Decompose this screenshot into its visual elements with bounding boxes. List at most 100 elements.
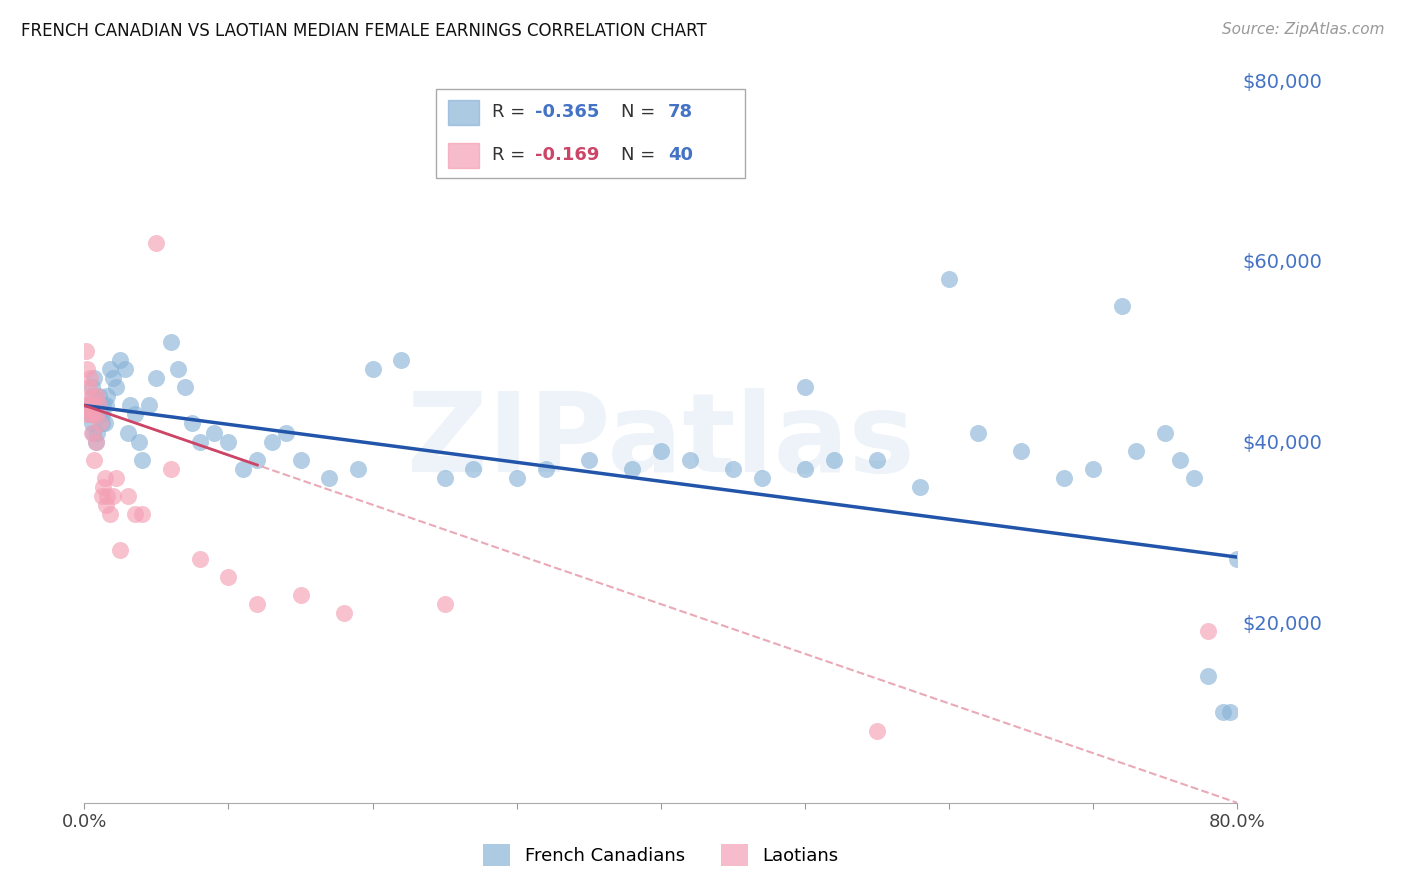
Point <box>188 434 211 449</box>
Text: 78: 78 <box>668 103 693 121</box>
Point <box>188 552 211 566</box>
Point <box>1125 443 1147 458</box>
Point <box>823 452 845 467</box>
Point <box>1198 669 1220 683</box>
Point <box>1111 299 1133 313</box>
Point <box>93 470 115 484</box>
Point <box>79 408 101 422</box>
Point <box>938 272 960 286</box>
Point <box>145 235 167 250</box>
Point <box>721 461 744 475</box>
Point <box>276 425 298 440</box>
Bar <box>449 100 479 125</box>
Point <box>794 380 817 394</box>
Point <box>80 389 103 403</box>
Point <box>160 335 183 350</box>
Point <box>621 461 644 475</box>
Point <box>82 389 104 403</box>
Point <box>79 408 101 422</box>
Point <box>98 507 121 521</box>
Point <box>1053 470 1076 484</box>
Text: FRENCH CANADIAN VS LAOTIAN MEDIAN FEMALE EARNINGS CORRELATION CHART: FRENCH CANADIAN VS LAOTIAN MEDIAN FEMALE… <box>21 22 707 40</box>
Point <box>86 389 108 403</box>
Point <box>138 398 160 412</box>
Point <box>94 498 117 512</box>
Point <box>131 507 153 521</box>
Point <box>794 461 817 475</box>
Point <box>218 570 240 584</box>
Point <box>463 461 485 475</box>
Point <box>80 425 103 440</box>
Point <box>90 417 112 431</box>
Point <box>83 452 105 467</box>
Text: -0.169: -0.169 <box>534 146 599 164</box>
Point <box>103 489 124 503</box>
Point <box>391 353 413 368</box>
Point <box>89 398 111 412</box>
Point <box>77 380 100 394</box>
Point <box>83 398 105 412</box>
Point <box>96 389 118 403</box>
Point <box>260 434 283 449</box>
Point <box>181 417 204 431</box>
Text: R =: R = <box>492 146 530 164</box>
Point <box>202 425 225 440</box>
Point <box>80 417 103 431</box>
Text: ZIPatlas: ZIPatlas <box>406 388 915 495</box>
Text: 40: 40 <box>668 146 693 164</box>
Legend: French Canadians, Laotians: French Canadians, Laotians <box>475 837 846 873</box>
Point <box>82 408 104 422</box>
Point <box>318 470 340 484</box>
Point <box>1198 624 1220 639</box>
Text: N =: N = <box>621 103 661 121</box>
Point <box>333 606 356 620</box>
Point <box>124 507 146 521</box>
Text: Source: ZipAtlas.com: Source: ZipAtlas.com <box>1222 22 1385 37</box>
Point <box>174 380 197 394</box>
Point <box>84 434 107 449</box>
Point <box>679 452 702 467</box>
Point <box>218 434 240 449</box>
Point <box>910 480 932 494</box>
Point <box>361 362 384 376</box>
Point <box>290 452 312 467</box>
Point <box>866 452 889 467</box>
Point <box>105 470 128 484</box>
Point <box>80 380 103 394</box>
Point <box>94 398 117 412</box>
Point <box>751 470 773 484</box>
Point <box>84 408 107 422</box>
Point <box>77 398 100 412</box>
Point <box>128 434 150 449</box>
Point <box>506 470 529 484</box>
Point <box>1010 443 1032 458</box>
Text: -0.365: -0.365 <box>534 103 599 121</box>
Bar <box>449 143 479 168</box>
Point <box>650 443 672 458</box>
Point <box>433 470 456 484</box>
Point <box>84 408 107 422</box>
Point <box>77 398 100 412</box>
Point <box>578 452 600 467</box>
Point <box>1226 552 1249 566</box>
Point <box>246 452 269 467</box>
Point <box>1182 470 1205 484</box>
Text: R =: R = <box>492 103 530 121</box>
Point <box>75 344 97 359</box>
Point <box>96 489 118 503</box>
Point <box>75 398 97 412</box>
Point <box>114 362 136 376</box>
Point <box>86 425 108 440</box>
Point <box>1168 452 1191 467</box>
Point <box>87 408 110 422</box>
Point <box>967 425 990 440</box>
Point <box>82 425 104 440</box>
Point <box>1219 706 1241 720</box>
Point <box>93 417 115 431</box>
Point <box>84 434 107 449</box>
Point <box>1212 706 1234 720</box>
Point <box>232 461 254 475</box>
Point <box>79 371 101 385</box>
Point <box>110 353 132 368</box>
Point <box>98 362 121 376</box>
